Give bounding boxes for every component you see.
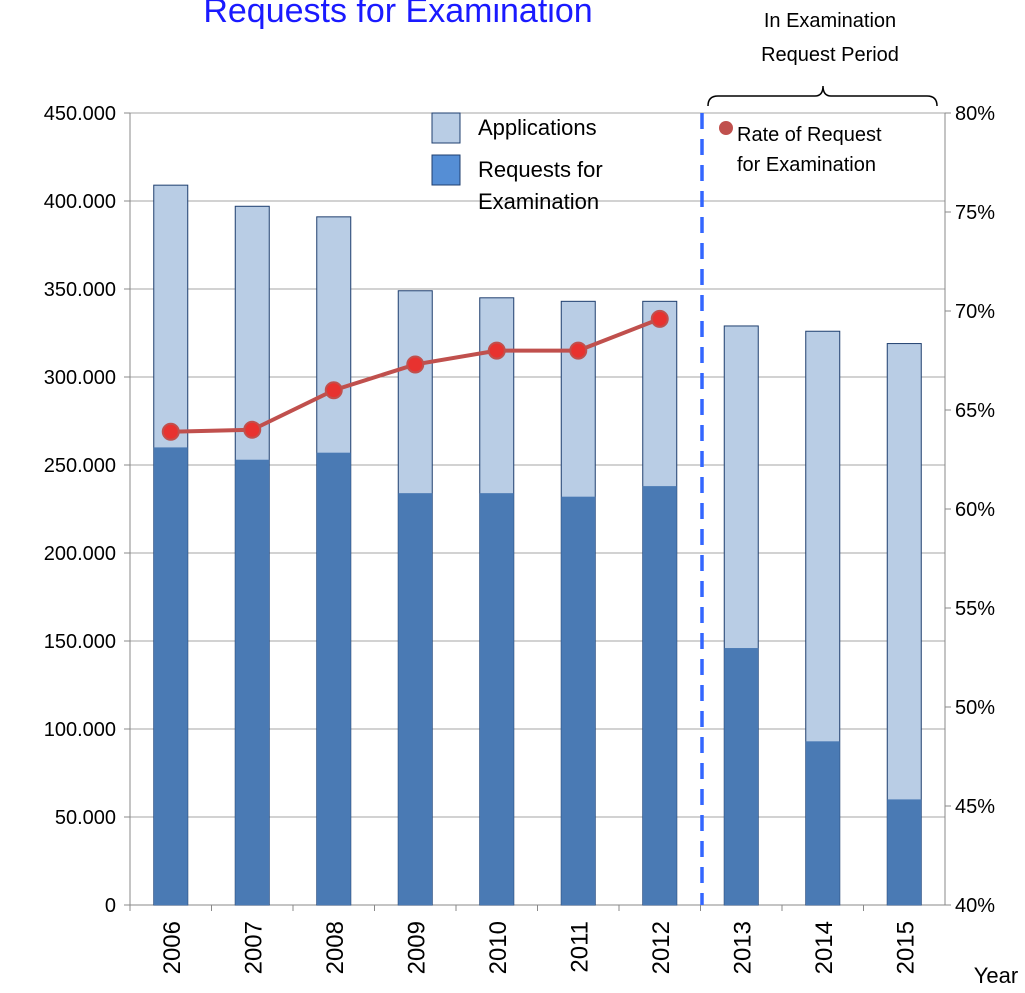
y2-tick-label: 75% [955, 202, 995, 224]
y-tick-label: 300.000 [44, 367, 116, 389]
y2-tick-label: 55% [955, 598, 995, 620]
y-tick-label: 150.000 [44, 631, 116, 653]
bar [887, 799, 922, 905]
x-tick-label: 2008 [322, 921, 349, 974]
legend-marker [719, 121, 733, 135]
rate-marker [324, 381, 343, 400]
y-tick-label: 450.000 [44, 103, 116, 125]
x-tick-label: 2012 [648, 921, 675, 974]
y2-tick-label: 50% [955, 697, 995, 719]
legend-swatch [431, 154, 461, 186]
rate-marker [569, 341, 588, 360]
bar [642, 486, 677, 905]
bar [235, 459, 270, 905]
y-tick-label: 400.000 [44, 191, 116, 213]
rate-marker [406, 355, 425, 374]
y-tick-label: 100.000 [44, 719, 116, 741]
chart-title: Requests for Examination [203, 0, 592, 30]
bar [805, 741, 840, 905]
x-tick-label: 2011 [566, 921, 593, 973]
rate-marker [243, 420, 262, 439]
bar [479, 493, 514, 905]
bar [153, 447, 188, 905]
legend-label: Rate of Request for Examination [737, 124, 882, 176]
y2-tick-label: 70% [955, 301, 995, 323]
y2-tick-label: 40% [955, 895, 995, 917]
y2-tick-label: 80% [955, 103, 995, 125]
legend-swatch [431, 112, 461, 144]
annotation: In Examination [764, 10, 896, 32]
y2-tick-label: 65% [955, 400, 995, 422]
y-tick-label: 250.000 [44, 455, 116, 477]
bar [561, 496, 596, 905]
annotation: Request Period [761, 44, 899, 66]
x-tick-label: 2010 [485, 921, 512, 974]
y2-tick-label: 60% [955, 499, 995, 521]
y2-tick-label: 45% [955, 796, 995, 818]
rate-marker [487, 341, 506, 360]
x-tick-label: 2007 [240, 921, 267, 974]
period-brace [707, 85, 938, 107]
legend-label: Requests for Examination [478, 157, 603, 214]
bar [316, 452, 351, 905]
y-tick-label: 50.000 [55, 807, 116, 829]
rate-marker [161, 422, 180, 441]
bar [724, 648, 759, 905]
x-tick-label: 2014 [811, 921, 838, 974]
rate-marker [650, 309, 669, 328]
y-tick-label: 200.000 [44, 543, 116, 565]
x-tick-label: 2006 [159, 921, 186, 974]
legend-label: Applications [478, 115, 597, 140]
y-tick-label: 0 [105, 895, 116, 917]
x-tick-label: 2009 [403, 921, 430, 974]
bar [398, 493, 433, 905]
x-tick-label: 2013 [729, 921, 756, 974]
y-tick-label: 350.000 [44, 279, 116, 301]
x-tick-label: 2015 [892, 921, 919, 974]
x-axis-label: Year [974, 963, 1018, 988]
